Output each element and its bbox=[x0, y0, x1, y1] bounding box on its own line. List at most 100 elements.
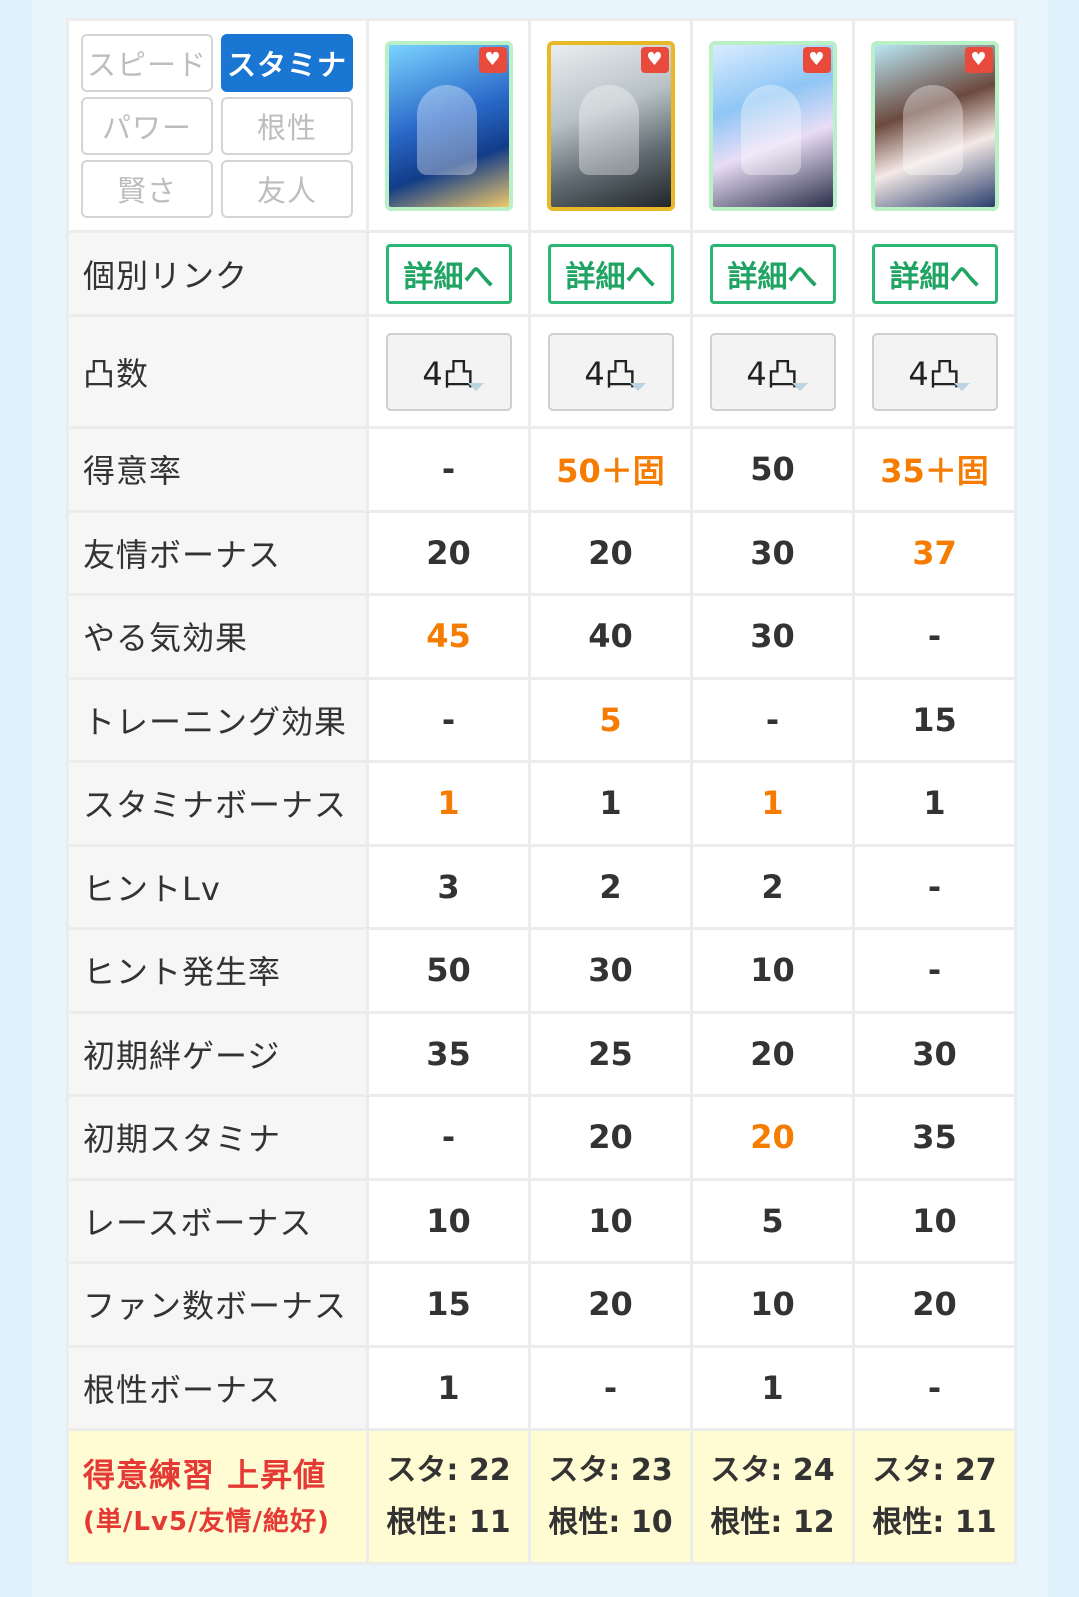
stat-value: 10 bbox=[690, 927, 855, 1014]
row-label: レースボーナス bbox=[66, 1177, 369, 1264]
stat-value: 10 bbox=[690, 1261, 855, 1348]
card-cell-4: ♥ bbox=[852, 18, 1017, 233]
stat-value: 20 bbox=[690, 1010, 855, 1097]
footer-label: 得意練習 上昇値 (単/Lv5/友情/絶好) bbox=[66, 1428, 369, 1565]
heart-icon: ♥ bbox=[640, 46, 669, 73]
stat-row: ヒント発生率 50 30 10- bbox=[66, 927, 1017, 1014]
row-label: 初期絆ゲージ bbox=[66, 1010, 369, 1097]
footer-cell: スタ: 24 根性: 12 bbox=[690, 1428, 855, 1565]
support-card-image-1[interactable]: ♥ bbox=[384, 40, 513, 211]
support-card-image-2[interactable]: ♥ bbox=[546, 40, 675, 211]
stat-row: ヒントLv 3 2 2- bbox=[66, 843, 1017, 930]
heart-icon: ♥ bbox=[802, 46, 831, 73]
stat-value: 35 bbox=[852, 1094, 1017, 1181]
filter-wisdom-button[interactable]: 賢さ bbox=[81, 159, 213, 218]
stat-value: 20 bbox=[528, 509, 693, 596]
stat-value: 35 bbox=[366, 1010, 531, 1097]
row-label: 根性ボーナス bbox=[66, 1344, 369, 1431]
stat-value: 50 bbox=[690, 426, 855, 513]
stat-value: 10 bbox=[366, 1177, 531, 1264]
footer-value-line1: スタ: 24 bbox=[710, 1452, 835, 1488]
support-card-comparison-table: スピード スタミナ パワー 根性 賢さ 友人 ♥ ♥ ♥ ♥ bbox=[66, 18, 1017, 1565]
stat-value: 1 bbox=[528, 760, 693, 847]
stat-value: 30 bbox=[690, 509, 855, 596]
stat-value: 30 bbox=[528, 927, 693, 1014]
chevron-down-icon bbox=[953, 382, 970, 391]
filter-speed-button[interactable]: スピード bbox=[81, 33, 213, 92]
stat-value: - bbox=[528, 1344, 693, 1431]
stat-value: 5 bbox=[528, 676, 693, 763]
stat-value: 10 bbox=[852, 1177, 1017, 1264]
stat-value: 50＋固 bbox=[528, 426, 693, 513]
stat-value: 30 bbox=[852, 1010, 1017, 1097]
stat-row: 友情ボーナス 20 20 30 37 bbox=[66, 509, 1017, 596]
stat-value: - bbox=[690, 676, 855, 763]
support-card-image-3[interactable]: ♥ bbox=[708, 40, 837, 211]
footer-cell: スタ: 27 根性: 11 bbox=[852, 1428, 1017, 1565]
row-label: 個別リンク bbox=[66, 230, 369, 317]
stat-value: 45 bbox=[366, 593, 531, 680]
card-cell-2: ♥ bbox=[528, 18, 693, 233]
stat-value: 2 bbox=[690, 843, 855, 930]
type-filter-grid: スピード スタミナ パワー 根性 賢さ 友人 bbox=[81, 33, 354, 218]
footer-value-line2: 根性: 11 bbox=[386, 1504, 511, 1540]
stat-value: 37 bbox=[852, 509, 1017, 596]
limit-break-select[interactable]: 4凸 bbox=[709, 332, 836, 411]
row-label: 友情ボーナス bbox=[66, 509, 369, 596]
row-label: ヒントLv bbox=[66, 843, 369, 930]
totsu-row: 凸数 4凸 4凸 4凸 4凸 bbox=[66, 314, 1017, 429]
chevron-down-icon bbox=[791, 382, 808, 391]
stat-value: 5 bbox=[690, 1177, 855, 1264]
card-cell-1: ♥ bbox=[366, 18, 531, 233]
filter-friend-button[interactable]: 友人 bbox=[221, 159, 353, 218]
stat-value: 1 bbox=[690, 760, 855, 847]
detail-link-button[interactable]: 詳細へ bbox=[709, 243, 836, 304]
filter-guts-button[interactable]: 根性 bbox=[221, 96, 353, 155]
row-label: トレーニング効果 bbox=[66, 676, 369, 763]
stat-value: 3 bbox=[366, 843, 531, 930]
footer-value-line2: 根性: 10 bbox=[548, 1504, 673, 1540]
filter-stamina-button[interactable]: スタミナ bbox=[221, 33, 353, 92]
limit-break-select[interactable]: 4凸 bbox=[871, 332, 998, 411]
detail-link-button[interactable]: 詳細へ bbox=[385, 243, 512, 304]
stat-value: 30 bbox=[690, 593, 855, 680]
row-label: 初期スタミナ bbox=[66, 1094, 369, 1181]
stat-value: - bbox=[852, 593, 1017, 680]
stat-value: 15 bbox=[366, 1261, 531, 1348]
row-label: やる気効果 bbox=[66, 593, 369, 680]
stat-value: 20 bbox=[690, 1094, 855, 1181]
stat-value: - bbox=[366, 426, 531, 513]
stat-row: スタミナボーナス 1 1 1 1 bbox=[66, 760, 1017, 847]
stat-value: 1 bbox=[690, 1344, 855, 1431]
header-row: スピード スタミナ パワー 根性 賢さ 友人 ♥ ♥ ♥ ♥ bbox=[66, 18, 1017, 233]
limit-break-select[interactable]: 4凸 bbox=[385, 332, 512, 411]
stat-value: 15 bbox=[852, 676, 1017, 763]
stat-value: 20 bbox=[528, 1094, 693, 1181]
row-label: ヒント発生率 bbox=[66, 927, 369, 1014]
stat-value: 35＋固 bbox=[852, 426, 1017, 513]
stat-value: 40 bbox=[528, 593, 693, 680]
footer-title: 得意練習 上昇値 bbox=[83, 1455, 327, 1494]
row-label: スタミナボーナス bbox=[66, 760, 369, 847]
select-value: 4凸 bbox=[422, 354, 475, 393]
support-card-image-4[interactable]: ♥ bbox=[870, 40, 999, 211]
select-value: 4凸 bbox=[908, 354, 961, 393]
heart-icon: ♥ bbox=[964, 46, 993, 73]
stat-row: トレーニング効果 -5-15 bbox=[66, 676, 1017, 763]
heart-icon: ♥ bbox=[478, 46, 507, 73]
stat-row: レースボーナス 10 10 5 10 bbox=[66, 1177, 1017, 1264]
stat-row: やる気効果 45 40 30- bbox=[66, 593, 1017, 680]
detail-link-button[interactable]: 詳細へ bbox=[871, 243, 998, 304]
footer-cell: スタ: 23 根性: 10 bbox=[528, 1428, 693, 1565]
comparison-table-wrap: スピード スタミナ パワー 根性 賢さ 友人 ♥ ♥ ♥ ♥ bbox=[66, 18, 1017, 1565]
detail-link-button[interactable]: 詳細へ bbox=[547, 243, 674, 304]
stat-value: 10 bbox=[528, 1177, 693, 1264]
stat-value: 2 bbox=[528, 843, 693, 930]
stat-value: - bbox=[852, 927, 1017, 1014]
stat-value: 25 bbox=[528, 1010, 693, 1097]
limit-break-select[interactable]: 4凸 bbox=[547, 332, 674, 411]
footer-subtitle: (単/Lv5/友情/絶好) bbox=[83, 1506, 330, 1537]
stat-value: 20 bbox=[366, 509, 531, 596]
footer-value-line2: 根性: 12 bbox=[710, 1504, 835, 1540]
filter-power-button[interactable]: パワー bbox=[81, 96, 213, 155]
